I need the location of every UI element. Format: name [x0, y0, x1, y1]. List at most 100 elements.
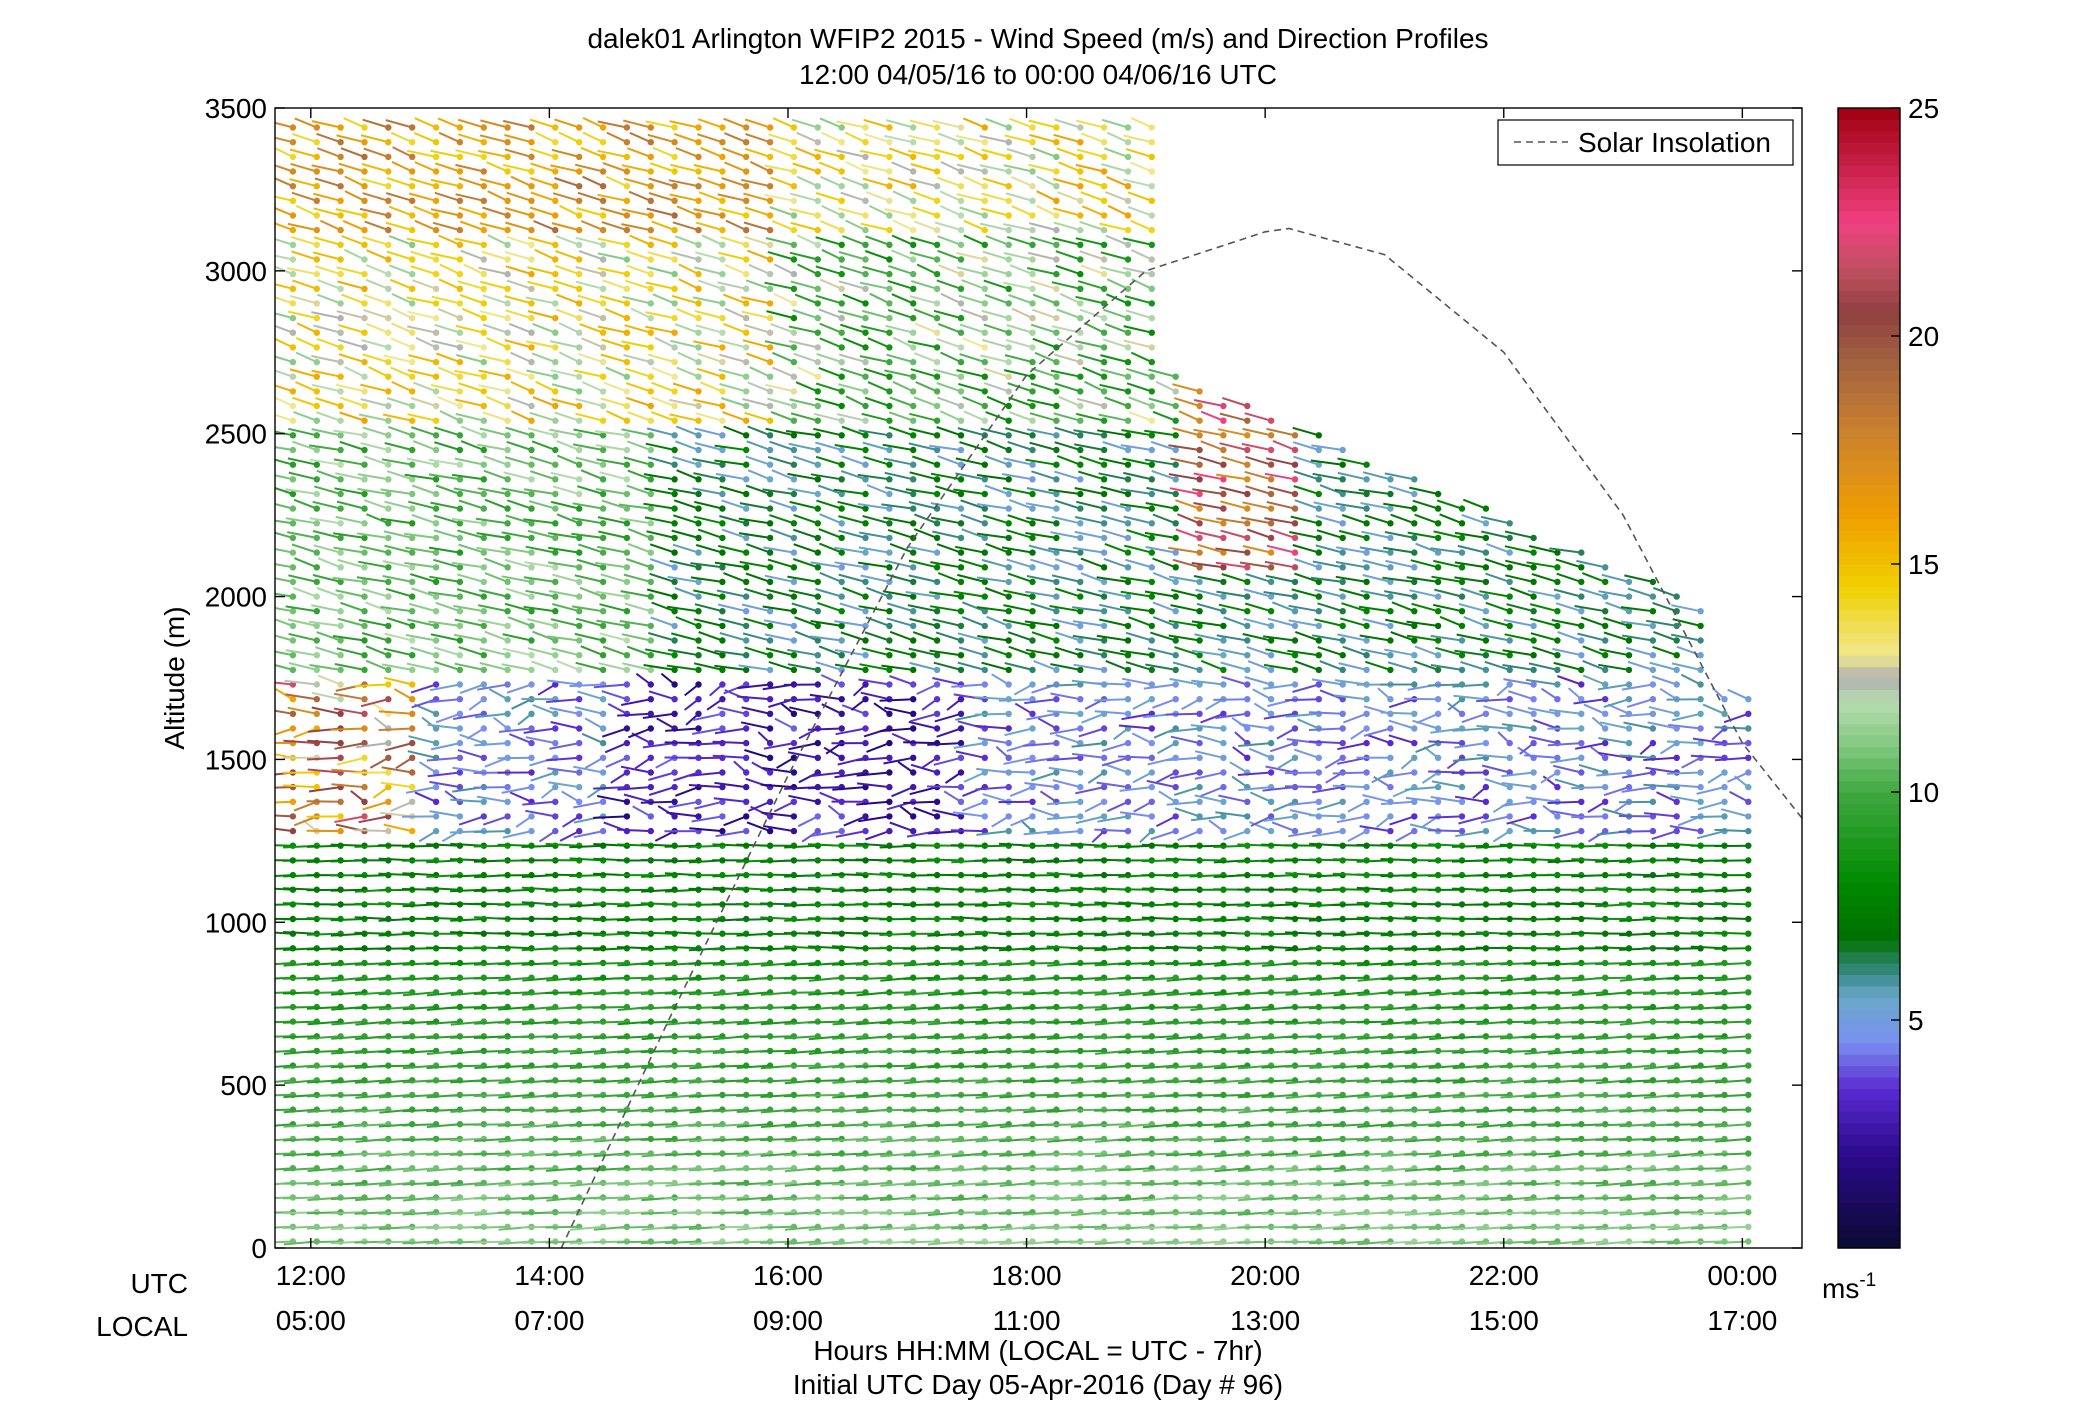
wind-barb-dot [313, 197, 320, 204]
wind-barb-dot [695, 373, 702, 380]
wind-barb-dot [432, 578, 440, 586]
wind-barb-dot [933, 490, 941, 498]
wind-barb-dot [671, 168, 678, 175]
wind-barb-dot [647, 549, 654, 556]
wind-barb [530, 162, 556, 173]
wind-barb-dot [981, 139, 988, 146]
wind-barb [337, 280, 365, 290]
wind-barb [531, 440, 556, 451]
wind-barb-dot [599, 212, 607, 219]
wind-barb-dot [1005, 300, 1012, 307]
wind-barb-dot [838, 578, 845, 586]
wind-barb-dot [313, 857, 320, 864]
wind-barb [497, 1049, 532, 1054]
wind-barb-dot [671, 241, 678, 248]
wind-barb-dot [385, 329, 392, 336]
wind-barb-dot [432, 710, 440, 717]
wind-barb-dot [981, 153, 988, 161]
wind-barb-dot [456, 476, 464, 483]
wind-barb-dot [695, 637, 702, 644]
wind-barb-dot [886, 490, 893, 498]
wind-barb-dot [480, 652, 487, 659]
wind-barb [497, 1123, 532, 1127]
wind-barb-dot [862, 446, 869, 454]
wind-barb-dot [719, 402, 726, 410]
wind-barb-dot [981, 490, 988, 498]
wind-barb-dot [910, 197, 917, 204]
wind-barb [581, 337, 604, 349]
plot-area [275, 108, 1802, 1248]
wind-barb [485, 395, 508, 407]
wind-barb [548, 532, 580, 539]
wind-barb [578, 543, 604, 554]
wind-barb-dot [313, 241, 320, 248]
wind-barb-dot [766, 212, 774, 219]
wind-barb [569, 1049, 604, 1055]
wind-barb-dot [289, 798, 297, 805]
wind-barb-dot [790, 549, 798, 556]
wind-barb-dot [957, 652, 965, 659]
wind-barb-dot [886, 608, 893, 615]
wind-barb-dot [361, 798, 368, 805]
wind-barb [390, 800, 413, 812]
wind-barb-dot [957, 578, 965, 586]
wind-barb [903, 741, 938, 745]
wind-barb-dot [337, 300, 344, 307]
wind-barb-dot [719, 168, 726, 175]
wind-barb-dot [695, 505, 702, 512]
wind-barb-dot [766, 798, 774, 805]
wind-barb-dot [528, 461, 535, 468]
wind-barb-dot [695, 622, 702, 630]
wind-barb [855, 932, 890, 935]
wind-barb-dot [838, 534, 845, 542]
wind-barb-dot [432, 461, 440, 468]
wind-barb-dot [862, 139, 869, 146]
wind-barb-dot [862, 388, 869, 395]
wind-barb-dot [790, 446, 798, 454]
wind-barb [333, 692, 365, 701]
wind-barb [275, 844, 293, 847]
wind-barb [479, 222, 508, 232]
wind-barb-dot [790, 652, 798, 659]
wind-barb-dot [957, 241, 965, 248]
wind-barb [546, 976, 580, 982]
wind-barb-dot [313, 505, 320, 512]
wind-barb-dot [456, 710, 464, 717]
wind-barb-dot [719, 505, 726, 512]
wind-barb-dot [552, 461, 559, 468]
wind-barb [412, 440, 437, 451]
wind-barb-dot [385, 432, 392, 439]
wind-barb-dot [361, 329, 368, 336]
wind-barb [1022, 874, 1057, 877]
wind-barb-dot [695, 520, 702, 527]
wind-barb [579, 586, 604, 598]
wind-barb [306, 932, 341, 936]
wind-barb-dot [480, 593, 487, 600]
wind-barb-dot [743, 769, 750, 776]
wind-barb [454, 457, 485, 466]
wind-barb-dot [886, 769, 893, 776]
wind-barb-dot [313, 681, 320, 688]
wind-barb [460, 440, 485, 451]
wind-barb-dot [695, 681, 702, 688]
wind-barb [430, 208, 461, 217]
wind-barb-dot [647, 813, 654, 820]
wind-barb-dot [576, 344, 583, 351]
wind-barb-dot [552, 344, 559, 351]
wind-barb [506, 279, 532, 290]
wind-barb-dot [480, 226, 487, 234]
wind-barb [527, 310, 556, 320]
wind-barb-dot [814, 388, 821, 395]
wind-barb-dot [576, 490, 583, 498]
wind-barb-dot [409, 124, 416, 131]
wind-barb [522, 800, 556, 806]
wind-barb [306, 1064, 341, 1069]
wind-barb [430, 742, 461, 751]
wind-barb-dot [313, 388, 320, 395]
wind-barb [290, 236, 318, 246]
wind-barb-dot [337, 578, 344, 586]
wind-barb-dot [957, 314, 965, 322]
wind-barb [388, 205, 413, 217]
wind-barb [640, 1137, 675, 1141]
wind-barb [450, 874, 484, 878]
